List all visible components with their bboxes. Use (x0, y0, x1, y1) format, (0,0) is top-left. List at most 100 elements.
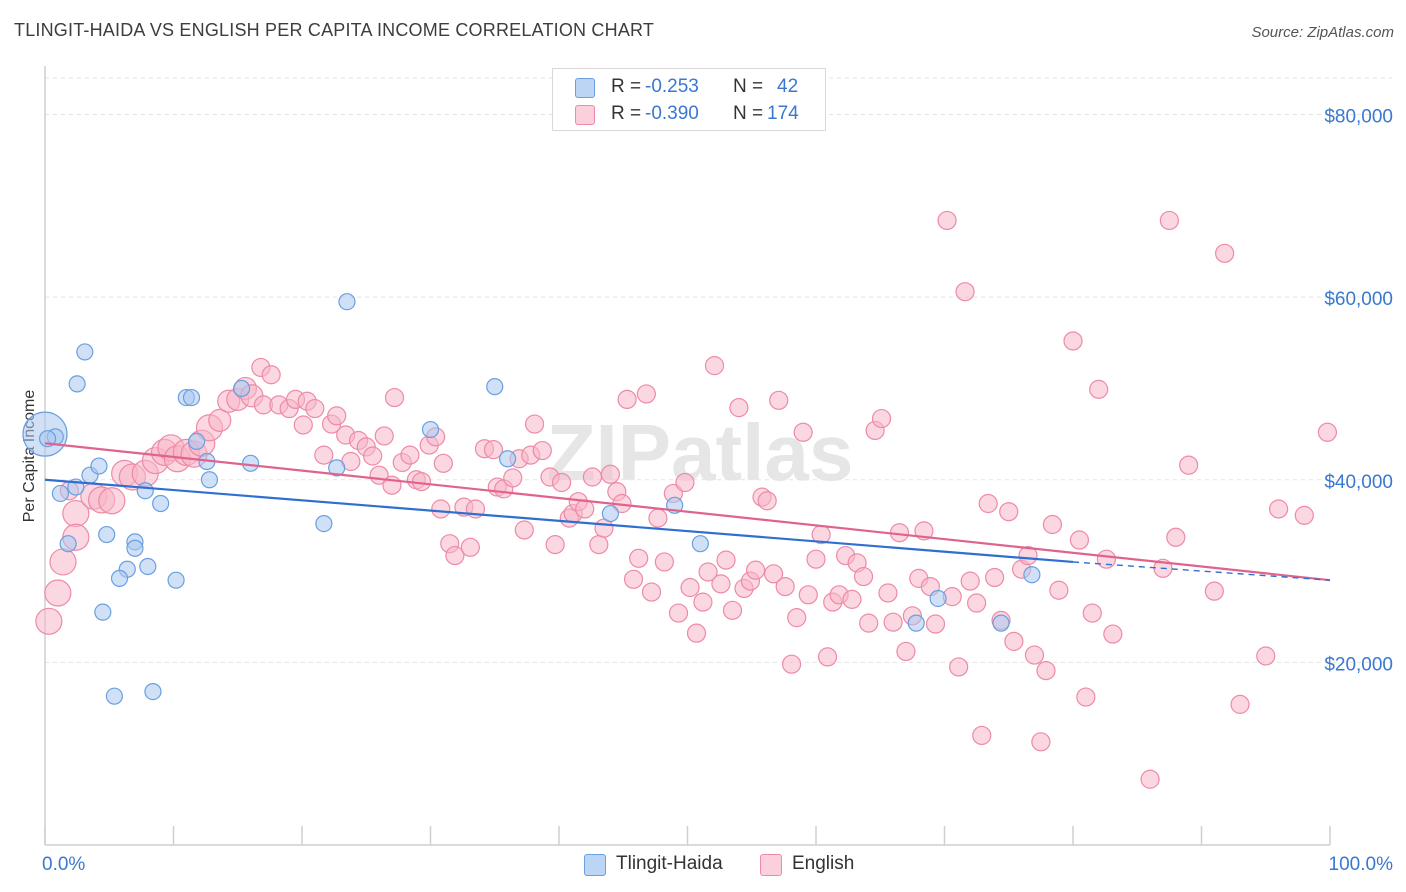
english-point (1140, 769, 1160, 789)
y-tick-label: $80,000 (1324, 107, 1393, 128)
x-tick-label: 100.0% (1329, 854, 1394, 875)
english-point (960, 571, 980, 591)
tlingit-haida-point (105, 687, 123, 705)
tlingit-haida-point (136, 482, 154, 500)
english-point (859, 613, 879, 633)
english-point (704, 356, 725, 376)
tlingit-haida-points (22, 293, 1041, 705)
tlingit-haida-point (929, 589, 947, 608)
tlingit-haida-trend-extension (1072, 561, 1331, 581)
n-value: 174 (767, 103, 799, 124)
tlingit-haida-point (144, 682, 162, 701)
english-point (985, 567, 1005, 588)
english-point (693, 592, 713, 612)
tlingit-haida-point (486, 378, 504, 396)
english-point (842, 589, 862, 609)
tlingit-haida-point (233, 379, 251, 398)
english-point (806, 549, 826, 569)
english-point (582, 467, 603, 487)
english-point (798, 585, 818, 605)
english-point (514, 520, 534, 540)
tlingit-haida-point (200, 471, 219, 489)
tlingit-haida-point (76, 343, 94, 361)
tlingit-haida-point (94, 603, 112, 621)
english-point (1256, 646, 1276, 666)
english-point (261, 365, 281, 385)
english-point (1089, 379, 1109, 399)
english-point (641, 582, 662, 602)
r-label: R = (611, 76, 642, 97)
english-point (545, 534, 565, 555)
english-point (883, 612, 903, 632)
english-point (1031, 732, 1051, 752)
tlingit-haida-point (1023, 566, 1041, 584)
english-point (1096, 549, 1117, 569)
x-tick-labels: 0.0% 100.0% (42, 854, 1393, 875)
english-point (698, 562, 718, 582)
r-value: -0.390 (645, 103, 699, 124)
legend-label-english: English (792, 853, 855, 874)
tlingit-haida-point (499, 450, 517, 468)
english-point (711, 574, 731, 594)
english-point (978, 493, 998, 514)
tlingit-haida-point (90, 457, 108, 475)
english-point (617, 389, 637, 410)
english-point (746, 560, 766, 580)
english-point (460, 537, 480, 557)
english-point (629, 548, 649, 568)
english-point (431, 499, 451, 519)
legend-row-tlingit: R = -0.253 N = 42 (553, 74, 825, 100)
english-point (44, 579, 72, 607)
tlingit-haida-point (315, 514, 333, 533)
english-point (374, 426, 394, 446)
tlingit-haida-point (59, 535, 77, 553)
tlingit-haida-point (98, 525, 116, 544)
english-point (503, 468, 523, 488)
english-point (327, 406, 347, 426)
english-point (1076, 687, 1096, 707)
english-point (1082, 603, 1102, 623)
x-tick-label: 0.0% (42, 854, 85, 875)
english-point (623, 569, 644, 589)
trend-lines (44, 442, 1331, 582)
english-point (363, 446, 383, 466)
y-tick-label: $60,000 (1324, 289, 1393, 310)
english-point (293, 415, 313, 435)
tlingit-haida-point (126, 539, 144, 557)
english-point (1063, 331, 1083, 351)
english-point (636, 384, 656, 404)
english-point (925, 614, 946, 634)
english-point (757, 491, 777, 511)
english-point (305, 398, 325, 419)
chart-title: TLINGIT-HAIDA VS ENGLISH PER CAPITA INCO… (14, 20, 655, 40)
english-point (937, 210, 957, 231)
tlingit-haida-point (68, 375, 86, 393)
english-point (1069, 530, 1090, 550)
english-point (314, 445, 334, 465)
tlingit-haida-point (601, 504, 620, 523)
english-point (729, 398, 749, 418)
english-point (532, 440, 552, 461)
english-point (589, 534, 609, 555)
series-legend: Tlingit-Haida English (0, 852, 1406, 878)
english-point (716, 550, 736, 570)
tlingit-haida-point (421, 420, 440, 439)
english-point (1159, 210, 1179, 231)
tlingit-haida-point (139, 557, 157, 576)
english-point (208, 408, 232, 433)
english-point (853, 566, 874, 587)
legend-row-english: R = -0.390 N = 174 (553, 101, 825, 127)
english-swatch (760, 854, 782, 876)
tlingit-haida-point (188, 432, 206, 451)
tlingit-haida-point (338, 293, 356, 311)
english-point (675, 472, 695, 493)
english-point (98, 487, 126, 515)
english-point (400, 445, 420, 465)
english-point (1294, 505, 1314, 525)
y-axis-label: Per Capita Income (21, 390, 38, 523)
english-point (411, 471, 432, 492)
english-point (1268, 499, 1289, 519)
y-tick-label: $40,000 (1324, 472, 1393, 493)
english-point (49, 548, 77, 576)
